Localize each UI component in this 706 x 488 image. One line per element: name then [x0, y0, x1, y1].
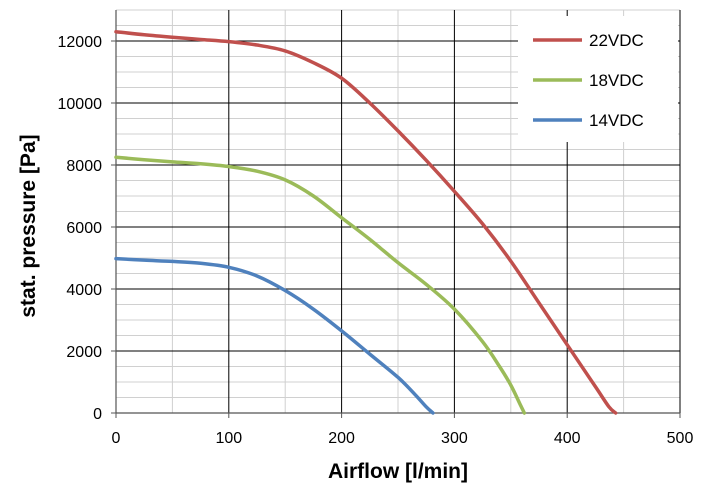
series-line-14vdc	[114, 256, 435, 415]
y-tick-label: 8000	[66, 158, 102, 175]
x-axis-tick-labels: 0 100 200 300 400 500	[112, 430, 694, 447]
x-tick-label: 500	[667, 430, 694, 447]
x-tick-label: 200	[328, 430, 355, 447]
x-axis-title: Airflow [l/min]	[328, 460, 468, 483]
x-tick-label: 100	[215, 430, 242, 447]
plot-axes	[111, 10, 681, 418]
legend: 22VDC 18VDC 14VDC	[518, 16, 678, 142]
legend-label-18vdc: 18VDC	[589, 71, 644, 90]
x-tick-label: 300	[441, 430, 468, 447]
y-tick-label: 0	[93, 406, 102, 423]
series-lines	[114, 29, 618, 415]
x-tick-label: 400	[554, 430, 581, 447]
legend-label-22vdc: 22VDC	[589, 31, 644, 50]
y-axis-title: stat. pressure [Pa]	[17, 134, 40, 317]
y-tick-label: 12000	[58, 34, 103, 51]
y-tick-label: 10000	[58, 96, 103, 113]
y-axis-tick-labels: 0 2000 4000 6000 8000 10000 12000	[58, 34, 103, 423]
y-tick-label: 4000	[66, 282, 102, 299]
legend-label-14vdc: 14VDC	[589, 111, 644, 130]
series-line-18vdc	[114, 155, 527, 415]
y-tick-label: 2000	[66, 344, 102, 361]
x-tick-label: 0	[112, 430, 121, 447]
y-tick-label: 6000	[66, 220, 102, 237]
series-line-22vdc	[114, 29, 618, 415]
